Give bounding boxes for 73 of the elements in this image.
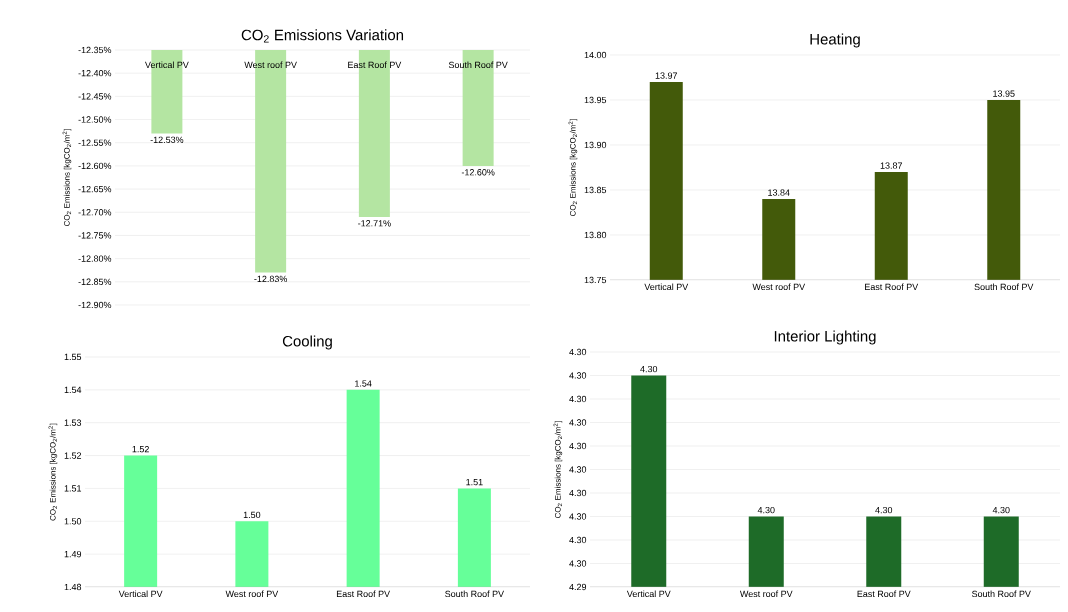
x-tick-label: Vertical PV [644,283,689,291]
x-tick-label: East Roof PV [857,590,911,598]
x-tick-label: West roof PV [244,61,297,69]
y-tick-label: 13.95 [584,96,607,104]
y-tick-label: -12.55% [78,139,112,146]
y-tick-label: 4.30 [569,489,587,497]
y-tick-label: 4.30 [569,419,587,426]
x-tick-label: South Roof PV [445,590,504,598]
y-tick-label: 13.85 [584,186,607,194]
x-tick-label: Vertical PV [118,590,163,598]
y-tick-label: 1.50 [64,518,82,525]
y-tick-label: 4.30 [569,536,587,544]
data-label: 13.84 [768,189,790,196]
y-tick-label: 4.30 [569,348,587,356]
data-label: 4.30 [757,506,775,514]
data-label: -12.53% [150,136,184,143]
data-label: 4.30 [640,365,658,373]
x-tick-label: East Roof PV [336,590,390,598]
y-tick-label: 13.75 [584,276,607,284]
y-tick-label: 1.53 [64,419,82,426]
y-tick-label: 1.51 [64,485,82,492]
y-tick-label: 4.30 [569,372,587,379]
data-label: 1.51 [466,478,483,486]
y-tick-label: 4.30 [569,395,587,403]
chart-title: Interior Lighting [774,330,876,345]
x-tick-label: East Roof PV [348,61,402,69]
x-tick-label: South Roof PV [974,283,1034,291]
data-label: 4.30 [992,506,1010,514]
data-label: 13.97 [655,72,678,79]
y-tick-label: 13.90 [584,141,607,149]
y-tick-label: -12.50% [78,116,112,123]
y-tick-label: 1.49 [64,550,82,558]
data-label: 1.52 [132,446,149,453]
chart-title: Heating [810,33,860,48]
x-tick-label: East Roof PV [865,283,919,291]
x-tick-label: Vertical PV [145,61,189,69]
chart-title: CO$_{2}$ Emissions Variation [241,29,404,43]
y-tick-label: 4.30 [569,560,587,567]
y-tick-label: -12.65% [78,185,112,193]
data-label: 1.50 [243,511,261,519]
y-tick-label: 4.30 [569,442,587,450]
y-tick-label: 1.52 [64,452,82,459]
y-tick-label: 14.00 [584,51,607,59]
data-label: -12.71% [358,220,391,227]
y-tick-label: 4.30 [569,466,587,473]
y-tick-label: -12.90% [78,301,112,309]
data-label: 13.87 [880,162,903,169]
y-tick-label: 4.29 [569,583,587,591]
data-label: 1.54 [355,380,372,387]
y-tick-label: -12.45% [78,93,112,100]
y-tick-label: 1.54 [64,386,82,393]
y-tick-label: -12.70% [78,209,112,216]
data-label: -12.60% [461,169,495,176]
x-tick-label: West roof PV [739,590,793,598]
x-tick-label: West roof PV [752,283,806,291]
x-tick-label: West roof PV [225,590,279,598]
x-tick-label: Vertical PV [626,590,671,598]
y-tick-label: 4.30 [569,513,587,520]
y-tick-label: -12.80% [78,255,112,262]
data-label: 4.30 [875,506,893,514]
y-tick-label: -12.35% [78,46,112,54]
y-tick-label: -12.40% [78,69,112,77]
y-tick-label: 1.55 [64,353,82,361]
y-tick-label: -12.85% [78,278,112,285]
data-label: 13.95 [993,90,1015,97]
y-tick-label: 13.80 [584,231,607,239]
y-tick-label: -12.60% [78,162,112,170]
y-tick-label: 1.48 [64,583,82,591]
data-label: -12.83% [254,275,288,283]
x-tick-label: South Roof PV [972,590,1031,598]
chart-title: Cooling [282,335,332,350]
y-tick-label: -12.75% [78,232,112,239]
x-tick-label: South Roof PV [448,61,508,69]
